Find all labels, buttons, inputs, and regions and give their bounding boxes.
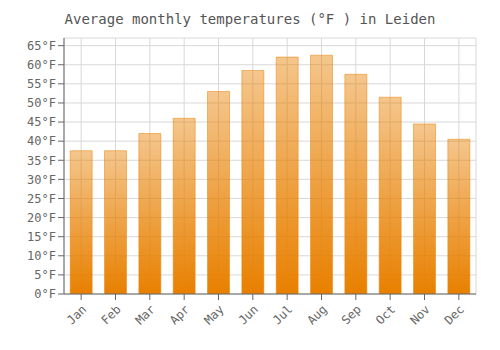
html-text:Average monthly temperatures (: Average monthly temperatures (°F ) in Le… [64, 11, 436, 27]
svg-text:15°F: 15°F [27, 230, 56, 244]
svg-text:Sep: Sep [339, 302, 364, 327]
svg-text:35°F: 35°F [27, 154, 56, 168]
svg-text:Oct: Oct [373, 302, 398, 327]
svg-text:Mar: Mar [133, 302, 158, 327]
svg-text:Jul: Jul [270, 302, 295, 327]
svg-text:0°F: 0°F [34, 287, 56, 301]
svg-text:65°F: 65°F [27, 39, 56, 53]
svg-text:45°F: 45°F [27, 115, 56, 129]
svg-text:55°F: 55°F [27, 77, 56, 91]
svg-text:May: May [201, 302, 226, 327]
svg-text:Nov: Nov [407, 302, 432, 327]
svg-text:20°F: 20°F [27, 211, 56, 225]
svg-text:40°F: 40°F [27, 134, 56, 148]
svg-text:Jan: Jan [64, 302, 89, 327]
svg-text:Aug: Aug [304, 302, 329, 327]
svg-text:Dec: Dec [442, 302, 467, 327]
svg-text:Feb: Feb [98, 302, 123, 327]
svg-text:50°F: 50°F [27, 96, 56, 110]
svg-text:5°F: 5°F [34, 268, 56, 282]
svg-text:60°F: 60°F [27, 58, 56, 72]
svg-text:Jun: Jun [236, 302, 261, 327]
svg-text:Apr: Apr [167, 302, 192, 327]
svg-text:10°F: 10°F [27, 249, 56, 263]
svg-text:25°F: 25°F [27, 192, 56, 206]
svg-text:30°F: 30°F [27, 173, 56, 187]
